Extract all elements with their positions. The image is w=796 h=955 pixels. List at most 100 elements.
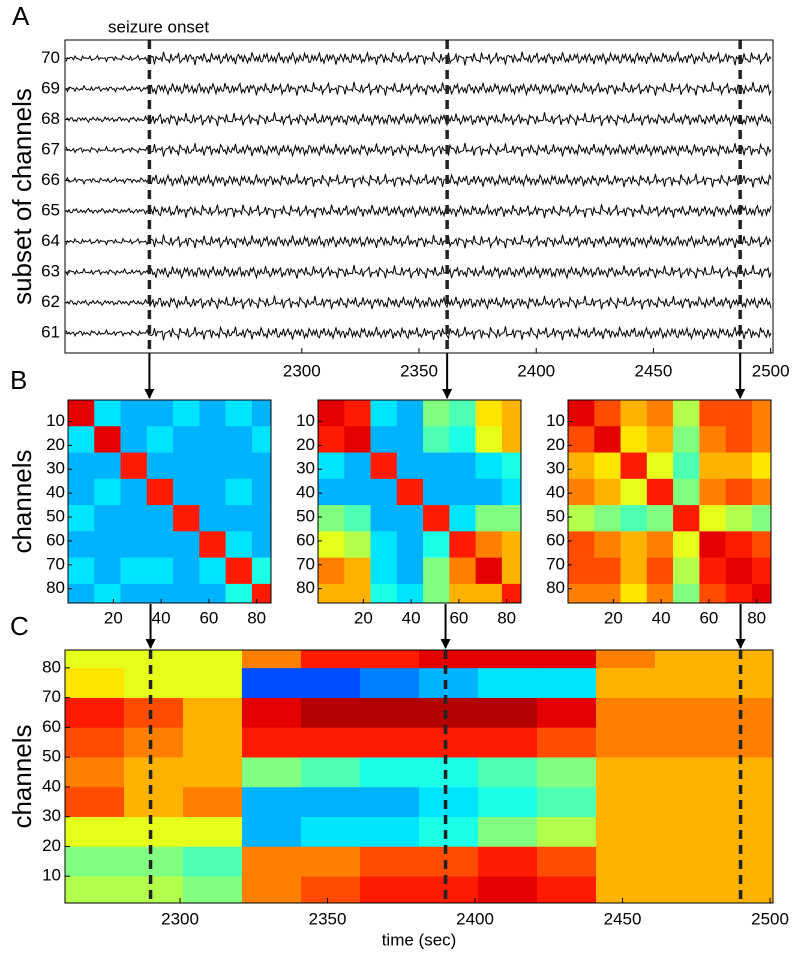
heatmap-cell xyxy=(537,816,597,847)
heatmap-cell xyxy=(124,667,184,698)
matrix-cell xyxy=(699,452,726,480)
matrix-cell xyxy=(370,583,398,604)
matrix-cell xyxy=(620,478,648,506)
x-tick-label: 2350 xyxy=(400,361,438,380)
plot-frame xyxy=(317,399,522,604)
heatmap-cell xyxy=(655,786,715,817)
heatmap-cell xyxy=(714,786,774,817)
y-tick-label: 10 xyxy=(46,411,65,430)
matrix-cell xyxy=(344,583,371,604)
matrix-cell xyxy=(568,557,595,585)
matrix-cell xyxy=(699,583,726,604)
matrix-cell xyxy=(423,452,450,480)
heatmap-cell xyxy=(714,876,774,904)
matrix-cell xyxy=(146,557,174,585)
matrix-cell xyxy=(120,452,148,480)
y-tick-label: 40 xyxy=(46,483,65,502)
matrix-cell xyxy=(673,452,700,480)
heatmap-cell xyxy=(301,816,361,847)
heatmap-cell xyxy=(655,816,715,847)
y-axis-label: subset of channels xyxy=(7,88,37,305)
heatmap-cell xyxy=(478,786,538,817)
heatmap-cell xyxy=(478,846,538,877)
y-tick-label: 65 xyxy=(41,200,60,219)
matrix-cell xyxy=(173,583,200,604)
y-tick-label: 80 xyxy=(546,578,565,597)
y-tick-label: 66 xyxy=(41,170,60,189)
matrix-cell xyxy=(396,583,424,604)
panel-label: B xyxy=(10,365,27,395)
matrix-cell xyxy=(594,583,621,604)
y-axis-label: channels xyxy=(7,724,37,828)
heatmap-cell xyxy=(419,697,479,728)
heatmap-cell xyxy=(242,667,302,698)
heatmap-cell xyxy=(537,697,597,728)
x-tick-label: 2300 xyxy=(283,361,321,380)
heatmap-cell xyxy=(183,667,243,698)
y-tick-label: 64 xyxy=(41,231,60,250)
heatmap-cell xyxy=(65,667,125,698)
heatmap-cell xyxy=(360,650,420,669)
matrix-cell xyxy=(423,557,450,585)
matrix-cell xyxy=(646,426,674,453)
matrix-cell xyxy=(251,426,272,453)
heatmap-cell xyxy=(183,846,243,877)
eeg-trace xyxy=(65,234,772,250)
heatmap-cell xyxy=(596,876,656,904)
matrix-cell xyxy=(423,531,450,558)
matrix-cell xyxy=(68,505,95,532)
matrix-cell xyxy=(94,452,121,480)
x-tick-label: 2400 xyxy=(456,909,494,928)
matrix-cell xyxy=(396,531,424,558)
x-tick-label: 60 xyxy=(449,608,468,627)
matrix-cell xyxy=(396,426,424,453)
heatmap-cell xyxy=(596,697,656,728)
heatmap-cell xyxy=(301,786,361,817)
heatmap-cell xyxy=(360,757,420,788)
y-tick-label: 40 xyxy=(42,776,61,795)
matrix-cell xyxy=(594,531,621,558)
matrix-cell xyxy=(449,557,476,585)
matrix-cell xyxy=(699,505,726,532)
y-tick-label: 63 xyxy=(41,262,60,281)
matrix-cell xyxy=(396,557,424,585)
matrix-cell xyxy=(725,478,753,506)
y-tick-label: 60 xyxy=(46,530,65,549)
matrix-cell xyxy=(725,505,753,532)
y-tick-label: 20 xyxy=(546,435,565,454)
y-tick-label: 50 xyxy=(42,747,61,766)
heatmap-cell xyxy=(65,727,125,758)
matrix-cell xyxy=(475,557,503,585)
heatmap-cell xyxy=(124,786,184,817)
matrix-cell xyxy=(620,400,648,427)
matrix-cell xyxy=(370,452,398,480)
matrix-cell xyxy=(423,426,450,453)
y-tick-label: 80 xyxy=(46,578,65,597)
heatmap-cell xyxy=(242,650,302,669)
heatmap-cell xyxy=(242,757,302,788)
matrix-cell xyxy=(725,426,753,453)
matrix-cell xyxy=(251,400,272,427)
heatmap-cell xyxy=(596,727,656,758)
heatmap-cell xyxy=(183,697,243,728)
heatmap-cell xyxy=(360,667,420,698)
matrix-cell xyxy=(94,505,121,532)
y-tick-label: 20 xyxy=(296,435,315,454)
eeg-trace xyxy=(65,81,772,97)
x-tick-label: 40 xyxy=(402,608,421,627)
heatmap-cell xyxy=(478,757,538,788)
matrix-cell xyxy=(449,478,476,506)
matrix-cell xyxy=(699,400,726,427)
matrix-cell xyxy=(673,531,700,558)
matrix-cell xyxy=(94,531,121,558)
y-tick-label: 30 xyxy=(42,806,61,825)
matrix-cell xyxy=(199,400,226,427)
matrix-cell xyxy=(251,505,272,532)
heatmap-cell xyxy=(714,757,774,788)
matrix-cell xyxy=(199,531,226,558)
matrix-cell xyxy=(225,557,253,585)
matrix-cell xyxy=(751,400,772,427)
y-tick-label: 60 xyxy=(546,530,565,549)
matrix-cell xyxy=(318,531,345,558)
